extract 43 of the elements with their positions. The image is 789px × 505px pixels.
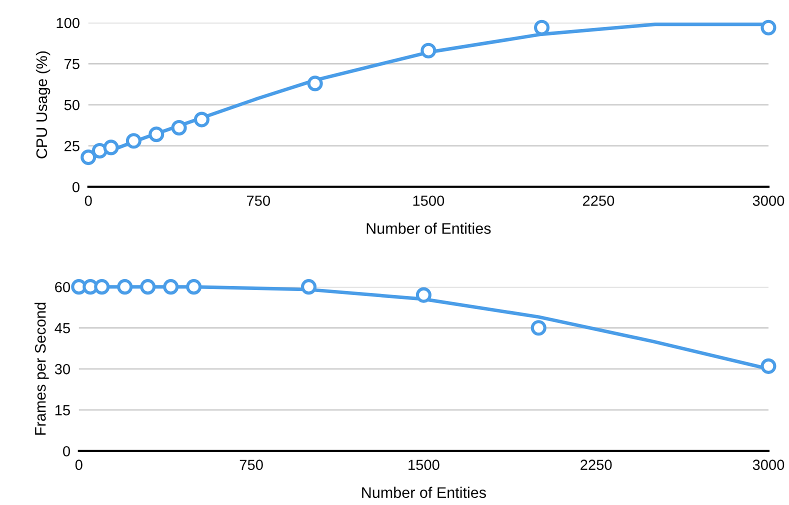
- x-tick-label: 1500: [408, 460, 440, 470]
- point: [80, 150, 96, 166]
- y-tick-label: 60: [55, 282, 70, 292]
- x-axis-title: Number of Entities: [362, 486, 486, 498]
- x-tick-label: 750: [246, 196, 270, 206]
- point: [148, 126, 164, 142]
- point: [420, 42, 436, 58]
- y-axis-title: Frames per Second: [34, 302, 49, 435]
- point: [760, 20, 776, 36]
- point: [300, 279, 317, 295]
- x-tick-label: 3000: [752, 460, 784, 470]
- x-tick-label: 3000: [752, 196, 784, 206]
- point: [530, 320, 546, 336]
- point: [416, 287, 432, 303]
- y-tick-label: 75: [64, 59, 80, 70]
- x-tick-label: 2250: [582, 196, 614, 206]
- point: [103, 140, 119, 156]
- x-tick-label: 0: [84, 196, 92, 206]
- x-tick-label: 2250: [580, 460, 612, 470]
- y-tick-label: 25: [64, 140, 80, 152]
- x-tick-label: 750: [240, 460, 263, 470]
- y-tick-label: 15: [55, 405, 70, 416]
- y-tick-label: 50: [64, 100, 80, 110]
- point: [171, 120, 187, 136]
- y-tick-label: 0: [72, 182, 80, 192]
- point: [307, 76, 323, 92]
- x-tick-label: 1500: [413, 196, 444, 206]
- point: [94, 279, 110, 295]
- point: [534, 20, 550, 36]
- point: [186, 279, 202, 295]
- x-axis-title: Number of Entities: [366, 222, 491, 234]
- point: [194, 112, 210, 128]
- point: [92, 142, 108, 159]
- y-tick-label: 45: [54, 323, 70, 334]
- point: [140, 279, 156, 295]
- y-tick-label: 100: [56, 18, 80, 28]
- y-tick-label: 30: [54, 364, 70, 374]
- y-tick-label: 0: [63, 446, 70, 456]
- point: [126, 133, 142, 149]
- point: [760, 358, 776, 374]
- point: [163, 279, 179, 295]
- y-axis-title: CPU Usage (%): [36, 51, 50, 158]
- point: [117, 279, 133, 295]
